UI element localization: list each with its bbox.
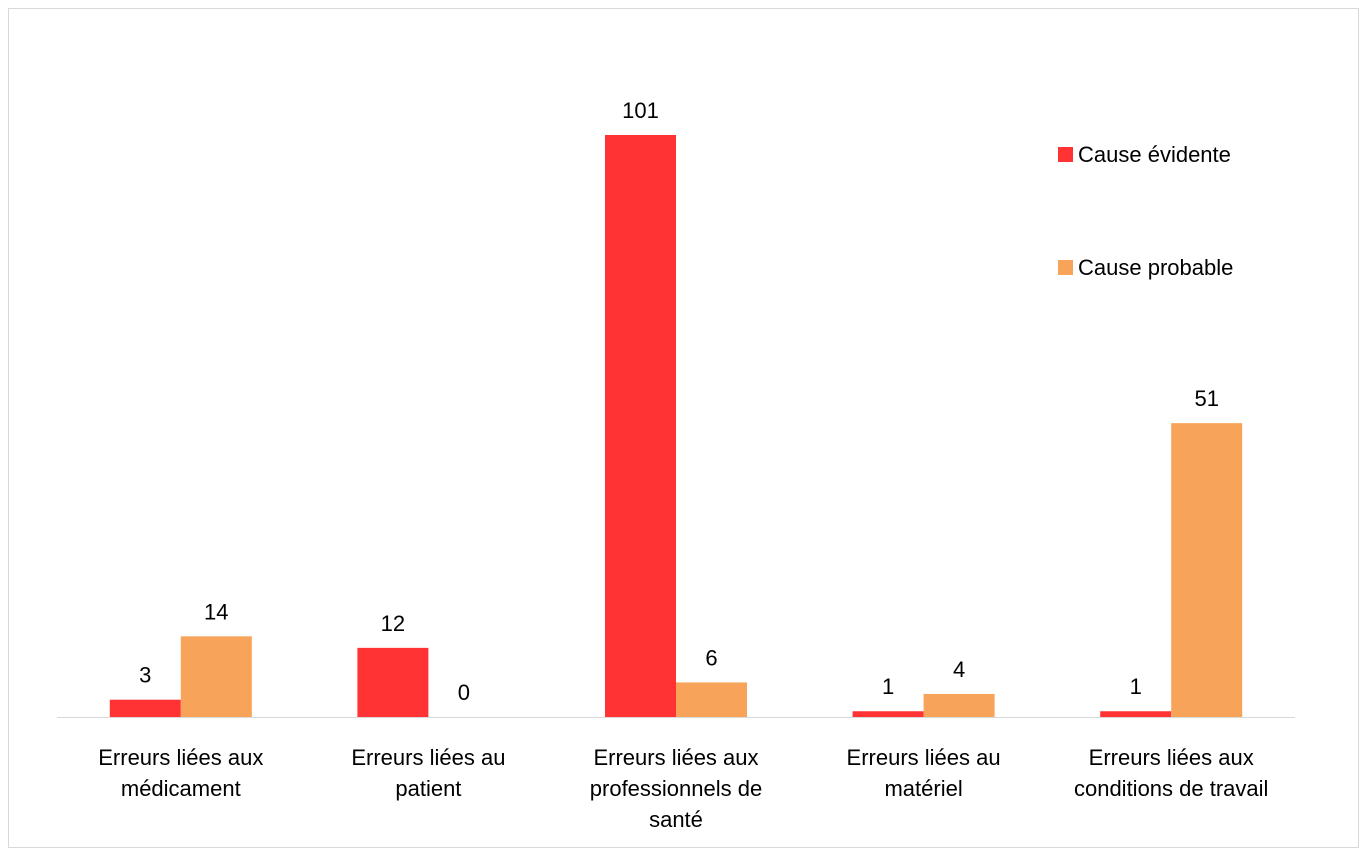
- data-label-1-4: 51: [1194, 386, 1218, 411]
- data-label-1-2: 6: [705, 645, 717, 670]
- legend-swatch-1: [1058, 260, 1073, 275]
- bar-probable-0: [180, 636, 252, 717]
- legend-label-1: Cause probable: [1078, 255, 1233, 280]
- data-label-1-3: 4: [953, 657, 965, 682]
- category-label-2: Erreurs liées aux professionnels de santé: [590, 745, 762, 832]
- category-label-0: Erreurs liées aux médicament: [98, 745, 263, 801]
- bar-evidente-0: [109, 699, 181, 717]
- legend-label-0: Cause évidente: [1078, 142, 1231, 167]
- category-label-3: Erreurs liées au matériel: [847, 745, 1001, 801]
- category-label-4: Erreurs liées aux conditions de travail: [1074, 745, 1268, 801]
- bar-probable-3: [923, 693, 995, 717]
- legend-swatch-0: [1058, 147, 1073, 162]
- data-label-0-4: 1: [1130, 674, 1142, 699]
- data-label-1-0: 14: [204, 599, 228, 624]
- data-label-0-3: 1: [882, 674, 894, 699]
- data-label-0-1: 12: [381, 611, 405, 636]
- bar-probable-2: [676, 682, 747, 717]
- data-label-0-2: 101: [622, 98, 659, 123]
- bar-probable-4: [1171, 423, 1243, 717]
- data-label-0-0: 3: [139, 663, 151, 688]
- bar-evidente-1: [357, 647, 429, 717]
- data-label-1-1: 0: [458, 680, 470, 705]
- bar-evidente-4: [1100, 711, 1172, 717]
- bar-evidente-2: [605, 135, 676, 717]
- bar-evidente-3: [852, 711, 924, 717]
- category-label-1: Erreurs liées au patient: [351, 745, 505, 801]
